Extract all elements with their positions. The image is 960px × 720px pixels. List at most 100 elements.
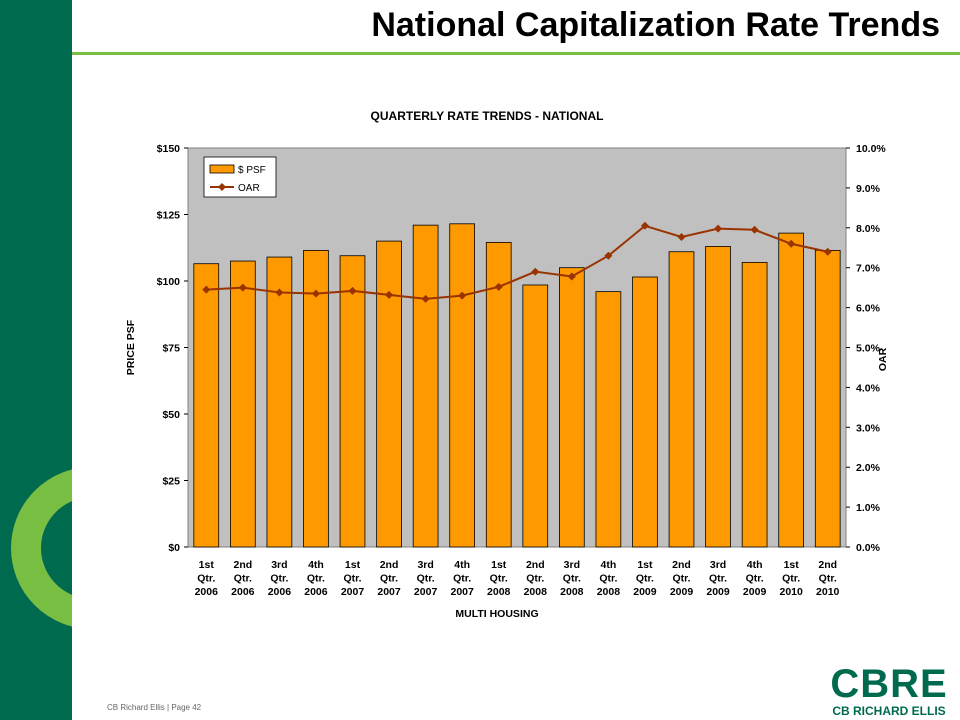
logo-subtitle: CB RICHARD ELLIS	[832, 704, 946, 718]
x-tick-label: 2007	[414, 586, 438, 598]
plot-area	[187, 147, 847, 548]
chart-title: QUARTERLY RATE TRENDS - NATIONAL	[371, 109, 604, 123]
oar-point	[494, 282, 503, 291]
y2-tick-label: 3.0%	[856, 422, 881, 434]
title-rule	[72, 52, 960, 55]
y2-tick-label: 7.0%	[856, 263, 881, 275]
x-tick-label: Qtr.	[819, 573, 837, 585]
y-tick-label: $125	[157, 210, 181, 222]
legend-label-oar: OAR	[238, 183, 260, 194]
x-tick-label: Qtr.	[197, 573, 215, 585]
x-tick-label: 4th	[747, 559, 763, 571]
x-tick-label: 2007	[341, 586, 365, 598]
bar	[376, 240, 402, 548]
x-tick-label: Qtr.	[709, 573, 727, 585]
x-tick-label: 1st	[637, 559, 653, 571]
slide-title: National Capitalization Rate Trends	[371, 6, 940, 44]
bar	[814, 250, 841, 548]
x-tick-label: Qtr.	[453, 573, 471, 585]
x-tick-label: 2nd	[672, 559, 691, 571]
bar	[339, 255, 366, 548]
y-tick-label: $100	[157, 276, 181, 288]
oar-point	[458, 291, 467, 300]
x-tick-label: 2006	[268, 586, 292, 598]
logo-wordmark: CBRE	[830, 662, 948, 706]
x-tick-label: 4th	[601, 559, 617, 571]
chart: QUARTERLY RATE TRENDS - NATIONAL $0 $25 $50…	[125, 109, 889, 620]
bar	[449, 223, 475, 548]
y2-tick-label: 6.0%	[856, 303, 881, 315]
y-tick-label: $25	[162, 476, 180, 488]
y2-tick-label: 1.0%	[856, 502, 881, 514]
y2-tick-label: 2.0%	[856, 462, 881, 474]
bar	[595, 291, 622, 548]
side-band	[0, 0, 72, 720]
x-tick-label: Qtr.	[234, 573, 252, 585]
bar	[741, 261, 768, 548]
x-tick-label: 2008	[597, 586, 621, 598]
bar	[485, 242, 512, 548]
y2-tick-label: 10.0%	[856, 143, 886, 155]
bar	[778, 232, 804, 548]
oar-point	[604, 251, 613, 260]
x-tick-label: 2009	[743, 586, 767, 598]
x-tick-label: Qtr.	[343, 573, 361, 585]
y2-tick-label: 4.0%	[856, 382, 881, 394]
oar-point	[385, 290, 394, 299]
bar	[522, 284, 549, 548]
x-tick-label: 2009	[670, 586, 694, 598]
x-tick-label: Qtr.	[599, 573, 617, 585]
oar-point	[531, 267, 540, 276]
legend-line-marker	[218, 183, 226, 191]
oar-point	[640, 221, 649, 230]
x-tick-label: 2010	[779, 586, 803, 598]
x-tick-label: 1st	[491, 559, 507, 571]
x-tick-label: Qtr.	[746, 573, 764, 585]
x-tick-label: 3rd	[710, 559, 726, 571]
legend-bar-swatch	[209, 164, 235, 174]
x-tick-label: 2010	[816, 586, 840, 598]
x-tick-label: 3rd	[564, 559, 580, 571]
oar-point	[238, 283, 247, 292]
oar-point	[421, 294, 430, 303]
x-tick-label: 2008	[487, 586, 511, 598]
x-tick-label: 2009	[706, 586, 730, 598]
bar	[303, 250, 329, 548]
legend-box	[203, 156, 277, 198]
x-tick-label: Qtr.	[490, 573, 508, 585]
side-arc-decoration	[11, 469, 72, 627]
x-tick-label: 3rd	[417, 559, 433, 571]
bar	[266, 256, 293, 548]
x-tick-label: Qtr.	[636, 573, 654, 585]
x-tick-label: Qtr.	[417, 573, 435, 585]
x-tick-label: Qtr.	[380, 573, 398, 585]
oar-point	[348, 286, 357, 295]
x-tick-label: 2007	[377, 586, 401, 598]
oar-point	[311, 289, 320, 298]
x-tick-label: 2nd	[233, 559, 252, 571]
y-axis-title: PRICE PSF	[125, 319, 137, 375]
bar	[193, 263, 220, 548]
y-tick-label: $0	[168, 542, 180, 554]
x-tick-label: Qtr.	[672, 573, 690, 585]
bar	[559, 267, 585, 548]
x-tick-label: Qtr.	[307, 573, 325, 585]
legend-label-psf: $ PSF	[238, 165, 266, 176]
x-tick-label: 1st	[199, 559, 215, 571]
x-tick-label: 4th	[454, 559, 470, 571]
y2-tick-label: 9.0%	[856, 183, 881, 195]
y-tick-label: $50	[162, 409, 180, 421]
x-tick-label: 2nd	[526, 559, 545, 571]
x-tick-label: Qtr.	[270, 573, 288, 585]
x-tick-label: Qtr.	[563, 573, 581, 585]
oar-point	[202, 285, 211, 294]
oar-line	[206, 224, 828, 300]
oar-point	[787, 239, 796, 248]
y2-tick-label: 5.0%	[856, 343, 881, 355]
x-tick-label: 2006	[231, 586, 255, 598]
x-tick-label: Qtr.	[782, 573, 800, 585]
bar	[412, 224, 439, 548]
y-tick-label: $75	[162, 343, 180, 355]
bar	[632, 276, 658, 548]
x-axis-title: MULTI HOUSING	[455, 608, 538, 620]
